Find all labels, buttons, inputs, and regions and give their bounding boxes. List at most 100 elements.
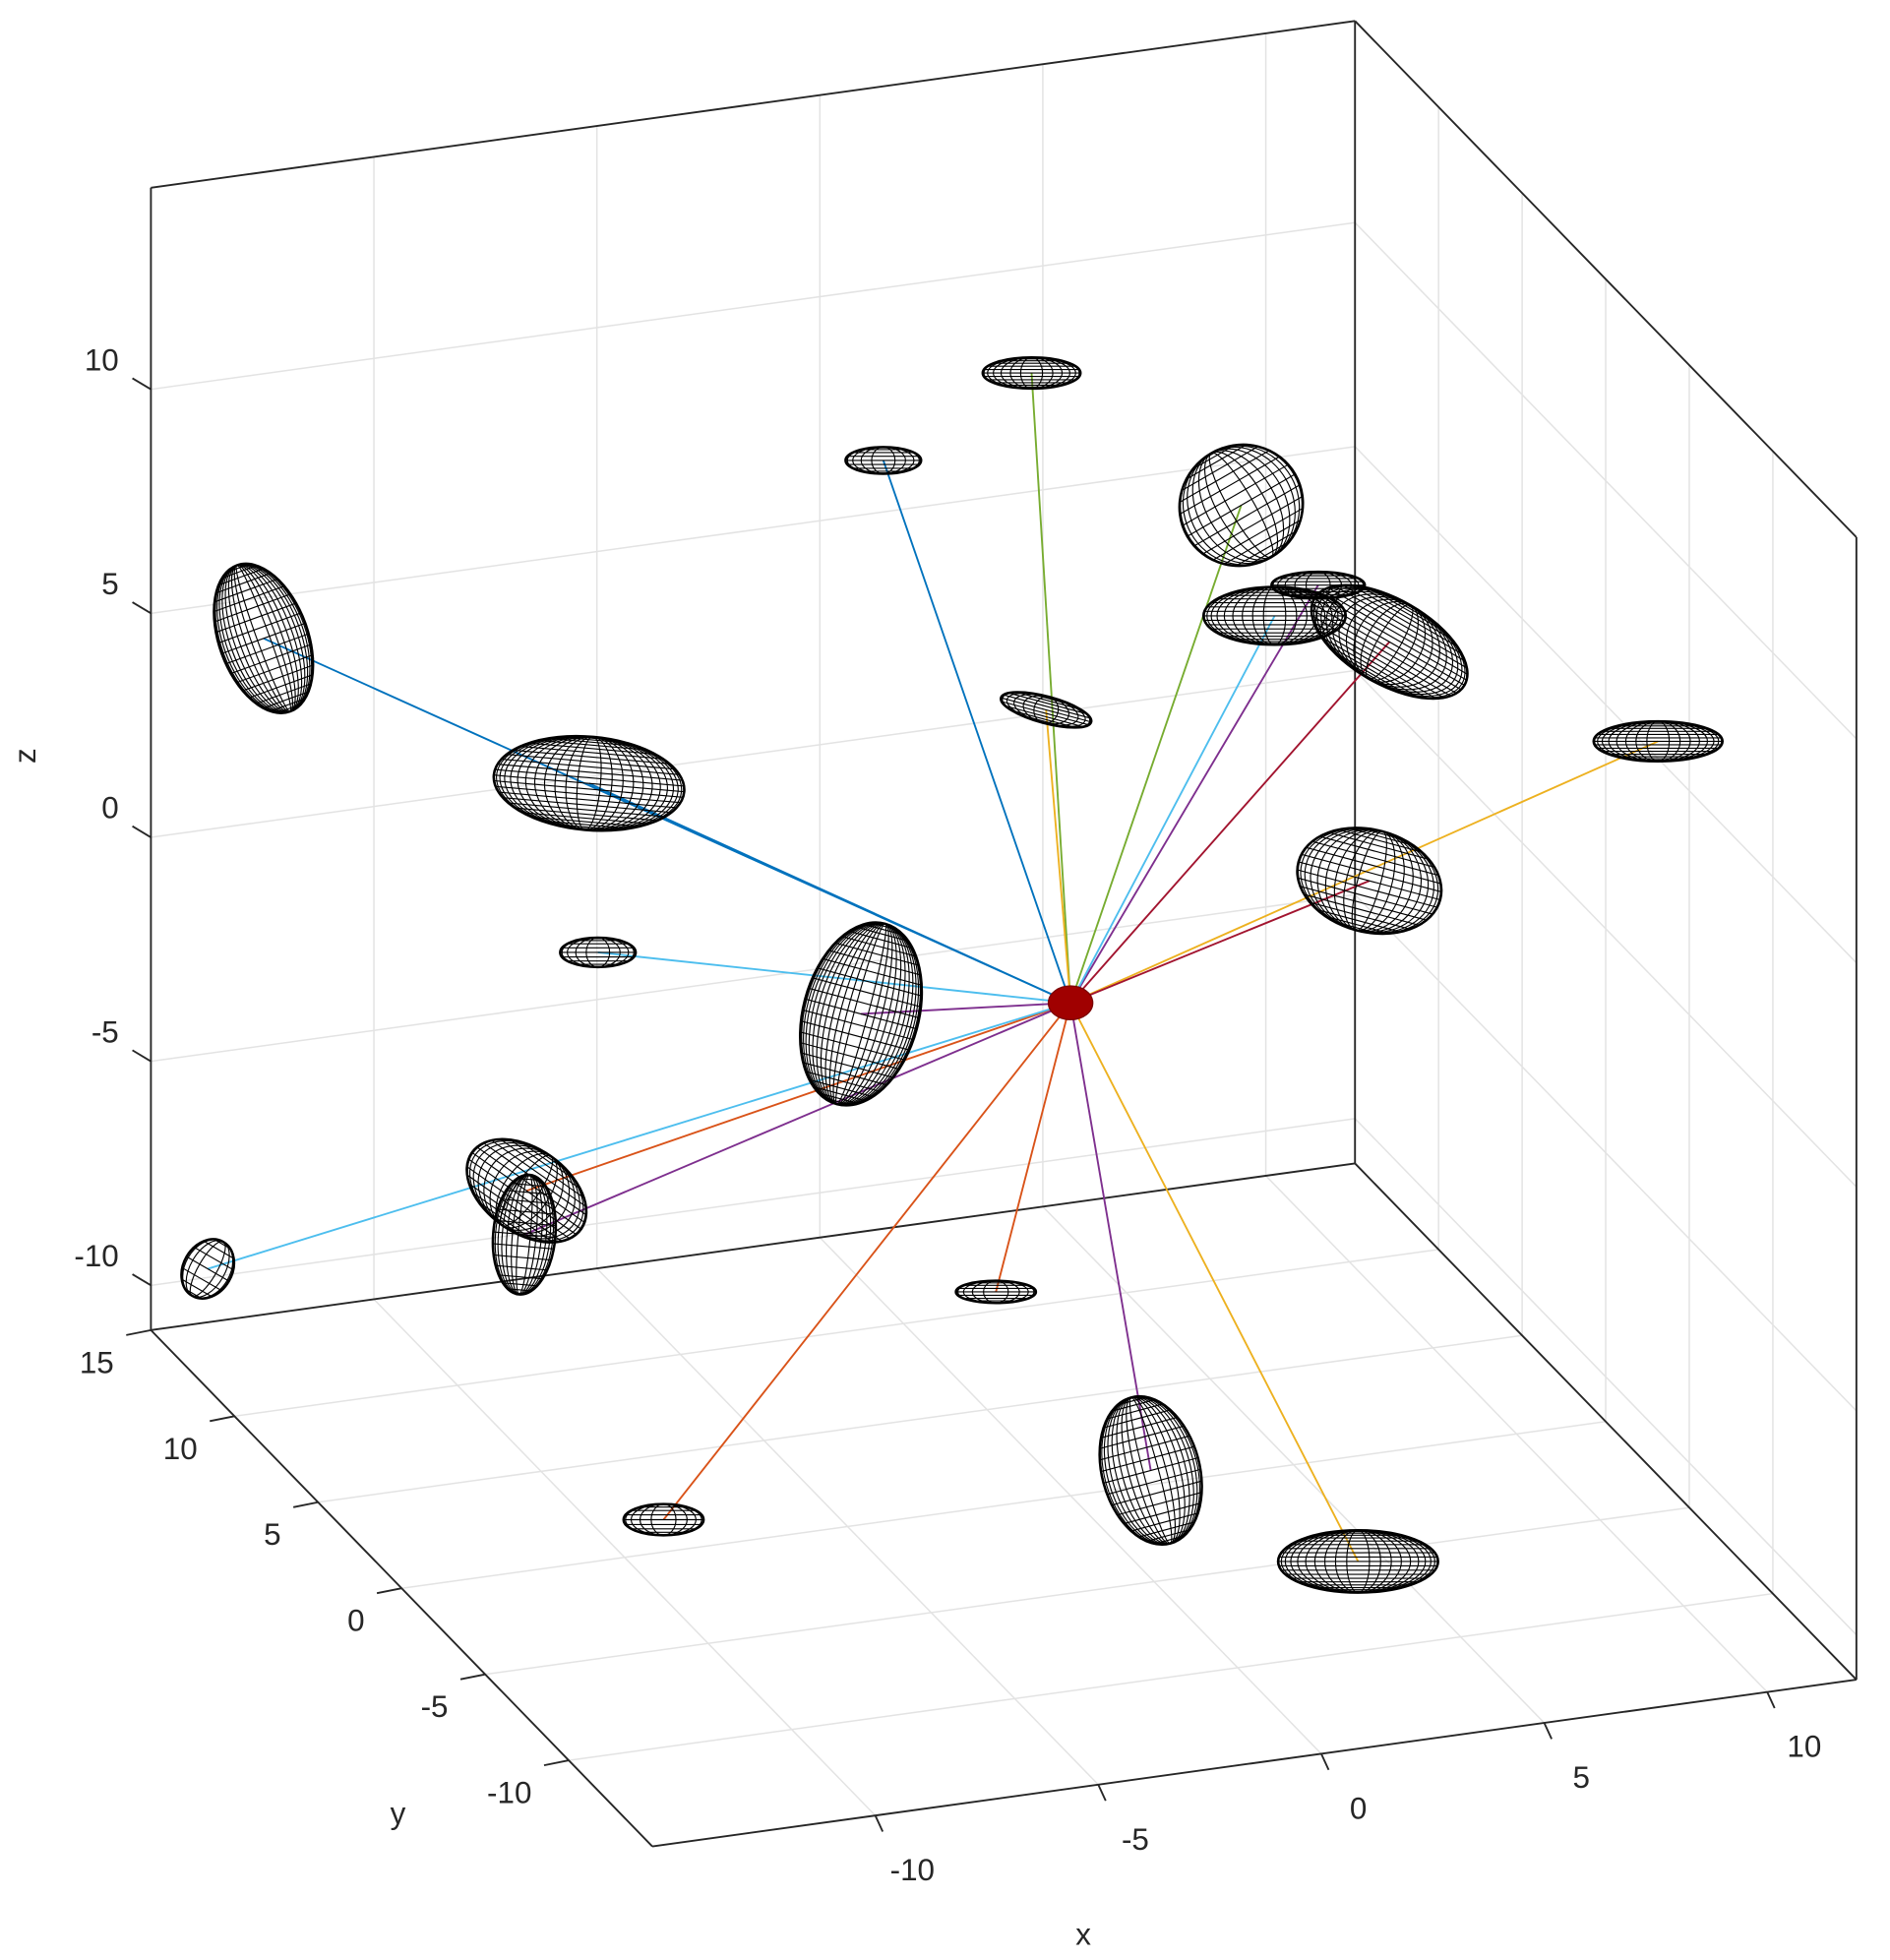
outline	[844, 446, 923, 475]
parallel	[1117, 1492, 1202, 1516]
parallel	[801, 1052, 893, 1078]
x-tick-mark	[1543, 1722, 1553, 1740]
connector-line	[1069, 505, 1243, 1004]
parallel	[519, 745, 663, 760]
parallel	[1107, 1403, 1163, 1420]
x-axis-label: x	[1075, 1917, 1091, 1951]
parallel	[531, 816, 640, 827]
parallel	[492, 1243, 554, 1250]
ellipsoid	[954, 1279, 1038, 1305]
parallel	[1348, 827, 1414, 846]
z-tick-mark	[132, 377, 152, 391]
ellipsoid	[492, 734, 686, 832]
parallel	[1099, 1435, 1190, 1461]
connector-line	[207, 1002, 1071, 1270]
outline	[1296, 827, 1443, 936]
outline	[465, 1137, 588, 1244]
parallel	[494, 779, 684, 798]
parallel	[1099, 1425, 1185, 1449]
parallel	[221, 622, 306, 654]
parallel	[1192, 445, 1235, 470]
parallel	[1334, 585, 1466, 662]
axes-box	[150, 20, 1858, 1848]
parallel	[497, 764, 683, 781]
parallel	[1298, 861, 1440, 901]
parallel	[1117, 1396, 1147, 1406]
parallel	[517, 1178, 541, 1182]
parallel	[1311, 608, 1457, 695]
parallel	[498, 1274, 543, 1280]
parallel	[1154, 1535, 1185, 1545]
ellipsoid	[491, 1173, 558, 1296]
parallel	[802, 1009, 914, 1041]
grid	[151, 21, 1858, 1816]
parallel	[863, 923, 904, 936]
parallel	[500, 1138, 584, 1198]
outline	[1178, 443, 1305, 568]
parallel	[818, 1092, 859, 1105]
grid-line	[1354, 670, 1858, 1188]
z-tick-mark	[132, 601, 152, 615]
parallel	[1001, 701, 1089, 726]
y-tick-label: 10	[163, 1432, 198, 1466]
outline	[1201, 585, 1348, 646]
connector-line	[1030, 373, 1072, 1004]
grid-line	[1354, 221, 1858, 740]
outline	[491, 1173, 558, 1296]
outline	[1276, 1529, 1439, 1594]
parallel	[828, 949, 921, 976]
outline	[1000, 691, 1093, 729]
parallel	[1379, 590, 1438, 626]
parallel	[213, 593, 291, 623]
outline	[1310, 583, 1469, 701]
x-tick-label: 10	[1787, 1730, 1821, 1764]
parallel	[230, 643, 312, 675]
parallel	[1326, 643, 1419, 699]
z-tick-label: -5	[91, 1014, 119, 1049]
ellipsoid	[1098, 1394, 1203, 1547]
parallel	[515, 807, 658, 822]
connector-line	[1069, 1003, 1152, 1471]
z-tick-mark	[132, 1049, 152, 1063]
parallel	[1320, 636, 1429, 700]
connector-line	[1069, 1002, 1360, 1562]
parallel	[1304, 893, 1420, 926]
ellipsoid	[1178, 443, 1305, 568]
parallel	[270, 698, 306, 712]
z-tick-label: 10	[85, 342, 119, 377]
parallel	[1338, 828, 1423, 853]
z-tick-label: -10	[74, 1239, 118, 1273]
parallel	[495, 1264, 548, 1271]
parallel	[242, 664, 314, 692]
parallel	[1360, 585, 1452, 641]
parallel	[813, 1086, 866, 1102]
parallel	[1100, 1416, 1178, 1439]
outline	[1098, 1394, 1203, 1547]
y-tick-mark	[376, 1587, 402, 1595]
y-tick-label: 0	[347, 1604, 364, 1638]
parallel	[1298, 877, 1433, 915]
parallel	[203, 1240, 234, 1259]
z-tick-label: 0	[101, 791, 118, 826]
parallel	[185, 1288, 203, 1300]
parallel	[1316, 908, 1401, 933]
connector-line	[882, 459, 1072, 1004]
parallel	[1311, 615, 1451, 697]
parallel	[1124, 1502, 1201, 1525]
parallel	[215, 573, 272, 594]
parallel	[1306, 846, 1441, 885]
parallel	[217, 568, 265, 586]
parallel	[506, 1190, 551, 1195]
parallel	[225, 633, 309, 665]
z-axis-label: z	[8, 748, 42, 764]
parallel	[800, 1042, 900, 1071]
parallel	[1313, 622, 1444, 699]
y-tick-label: -5	[421, 1689, 449, 1724]
box-edge	[1354, 20, 1858, 538]
parallel	[1333, 651, 1410, 697]
outline	[213, 562, 315, 714]
connector-line	[597, 951, 1071, 1005]
y-tick-mark	[210, 1415, 235, 1423]
